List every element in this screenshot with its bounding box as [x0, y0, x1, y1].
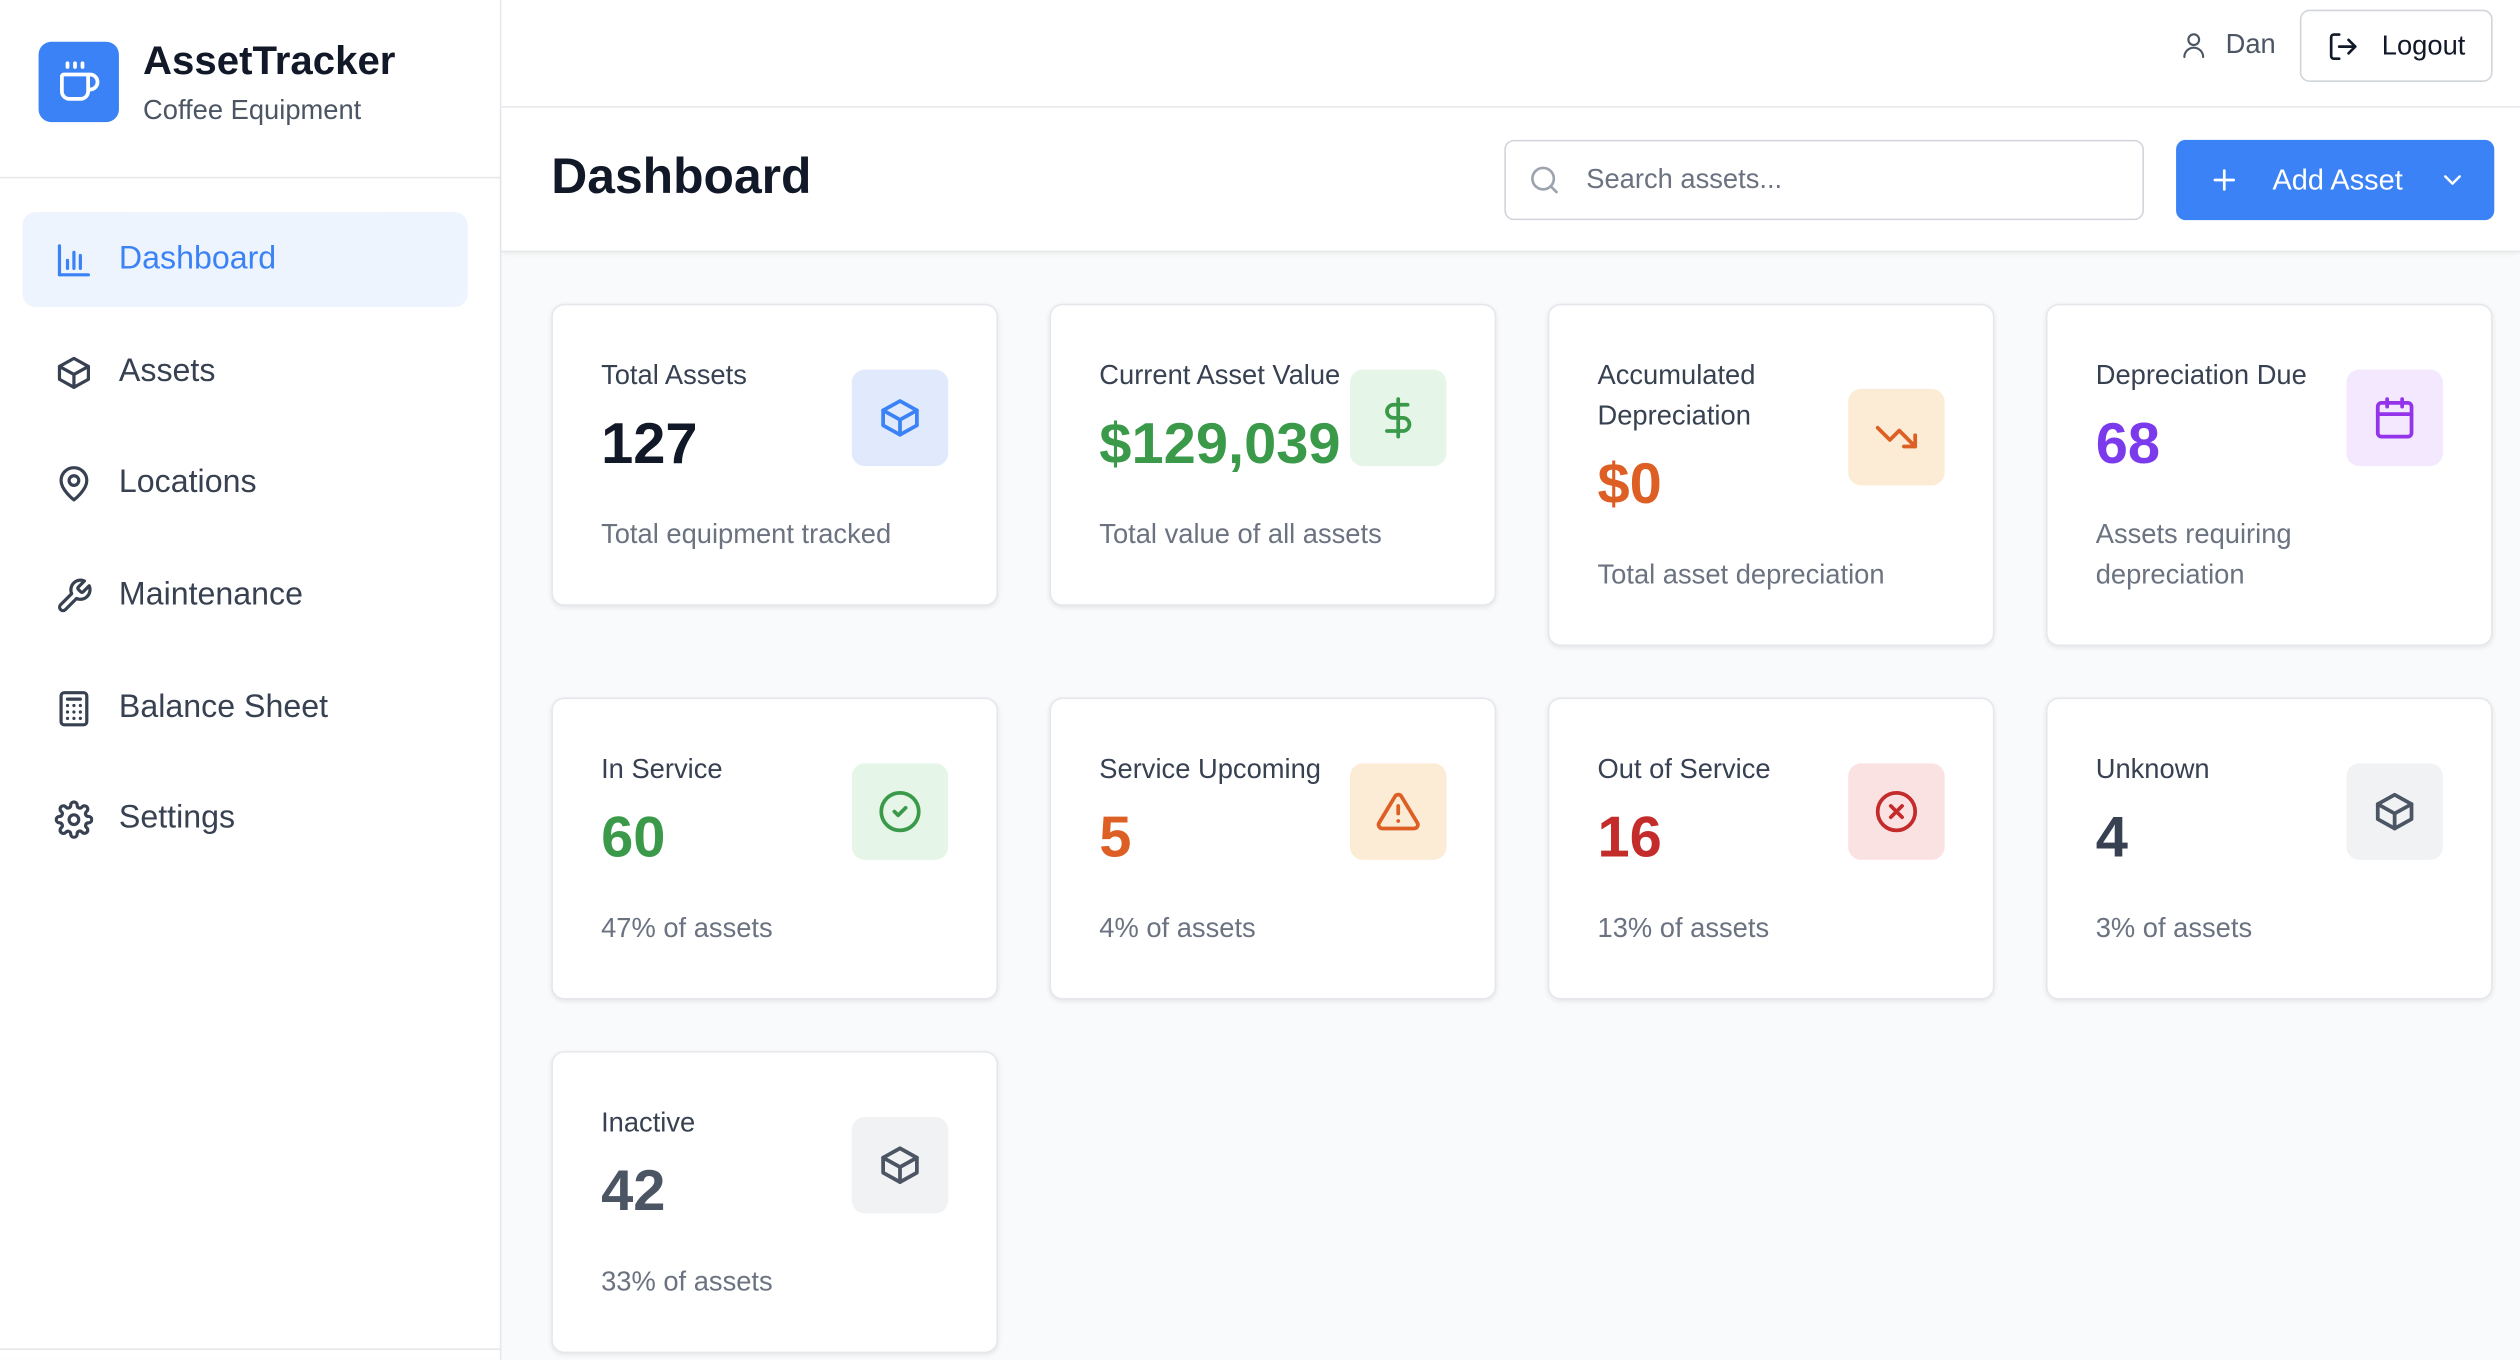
card-title: Total Assets: [601, 360, 747, 391]
stat-card: Accumulated Depreciation $0 Total asset de…: [1547, 303, 1995, 647]
card-icon: [851, 369, 949, 467]
card-icon: [2346, 369, 2443, 467]
user-name: Dan: [2225, 28, 2276, 60]
sidebar: AssetTracker Coffee Equipment Dashboard …: [0, 0, 502, 1360]
card-icon: [1350, 369, 1447, 467]
user: Dan: [2177, 28, 2276, 61]
brand-title: AssetTracker: [143, 38, 396, 84]
card-subtitle: 47% of assets: [601, 912, 773, 944]
card-subtitle: Total asset depreciation: [1597, 559, 1885, 590]
card-icon: [851, 1116, 949, 1214]
card-value: 5: [1099, 803, 1132, 870]
stat-card: Inactive 42 33% of assets: [551, 1051, 999, 1354]
sidebar-footer: [0, 1348, 500, 1351]
nav-item[interactable]: Maintenance: [23, 548, 468, 643]
card-value: $0: [1597, 450, 1662, 516]
card-grid: Total Assets 127 Total equipment tracked Cu…: [551, 303, 2493, 1354]
brand-subtitle: Coffee Equipment: [143, 94, 362, 126]
stat-card: In Service 60 47% of assets: [551, 697, 999, 1000]
card-title: In Service: [601, 753, 723, 785]
nav-label: Balance Sheet: [118, 689, 329, 725]
nav-label: Settings: [118, 800, 236, 836]
card-subtitle: Total equipment tracked: [601, 519, 892, 550]
search-placeholder: Search assets...: [1586, 163, 1783, 195]
card-value: 16: [1597, 803, 1662, 870]
card-value: 127: [601, 409, 698, 476]
card-icon: [1350, 763, 1447, 860]
card-title: Accumulated Depreciation: [1597, 360, 1756, 431]
card-value: 60: [601, 803, 666, 870]
nav-item[interactable]: Settings: [23, 771, 468, 866]
brand: AssetTracker Coffee Equipment: [0, 0, 500, 179]
stat-card: Depreciation Due 68 Assets requiring depre…: [2045, 303, 2493, 647]
stat-card: Current Asset Value $129,039 Total value o…: [1049, 303, 1497, 606]
logout-label: Logout: [2381, 29, 2466, 61]
card-subtitle: 4% of assets: [1099, 912, 1256, 944]
card-value: 42: [601, 1157, 666, 1224]
card-title: Current Asset Value: [1099, 360, 1341, 391]
card-title: Depreciation Due: [2095, 360, 2307, 391]
search-input[interactable]: Search assets...: [1504, 139, 2144, 221]
card-value: $129,039: [1099, 409, 1341, 476]
stat-card: Service Upcoming 5 4% of assets: [1049, 697, 1497, 1000]
logout-button[interactable]: Logout: [2299, 9, 2493, 82]
nav-item[interactable]: Assets: [23, 325, 468, 420]
card-value: 4: [2095, 803, 2128, 870]
card-subtitle: 13% of assets: [1597, 912, 1770, 944]
nav-label: Locations: [118, 464, 257, 500]
card-subtitle: Assets requiring depreciation: [2095, 519, 2292, 590]
stat-card: Unknown 4 3% of assets: [2045, 697, 2493, 1000]
card-title: Unknown: [2095, 753, 2210, 785]
add-asset-label: Add Asset: [2272, 163, 2403, 196]
nav-label: Dashboard: [118, 241, 277, 277]
nav-item[interactable]: Balance Sheet: [23, 661, 468, 756]
card-title: Service Upcoming: [1099, 753, 1321, 785]
card-icon: [1848, 388, 1945, 486]
add-asset-button[interactable]: Add Asset: [2176, 139, 2495, 221]
card-icon: [2346, 763, 2443, 860]
card-title: Out of Service: [1597, 753, 1771, 785]
card-subtitle: 3% of assets: [2095, 912, 2253, 944]
card-subtitle: 33% of assets: [601, 1266, 773, 1297]
nav-label: Maintenance: [118, 576, 303, 613]
page-header: Dashboard Search assets... Add Asset: [501, 107, 2520, 253]
topbar: Dan Logout: [501, 0, 2520, 108]
nav-item[interactable]: Dashboard: [22, 212, 468, 307]
card-subtitle: Total value of all assets: [1099, 519, 1382, 550]
stat-card: Out of Service 16 13% of assets: [1547, 697, 1995, 1000]
card-icon: [851, 763, 949, 860]
stat-card: Total Assets 127 Total equipment tracked: [551, 303, 999, 606]
page-title: Dashboard: [551, 147, 812, 205]
nav-item[interactable]: Locations: [23, 436, 468, 531]
logo: [38, 41, 119, 123]
card-value: 68: [2095, 409, 2161, 476]
nav-label: Assets: [118, 353, 216, 389]
card-title: Inactive: [601, 1107, 696, 1138]
card-icon: [1848, 763, 1945, 860]
